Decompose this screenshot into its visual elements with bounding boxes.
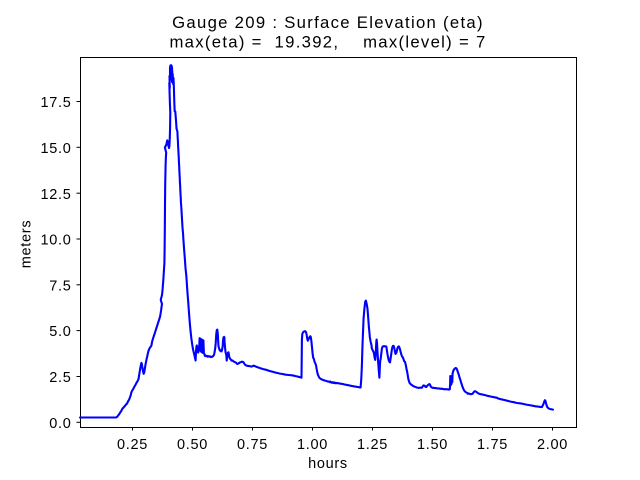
- svg-text:2.00: 2.00: [537, 437, 568, 453]
- svg-text:10.0: 10.0: [40, 233, 71, 249]
- svg-text:7.5: 7.5: [49, 278, 71, 294]
- svg-text:0.50: 0.50: [177, 437, 208, 453]
- svg-text:17.5: 17.5: [40, 95, 71, 111]
- svg-text:0.0: 0.0: [49, 416, 71, 432]
- svg-text:1.75: 1.75: [477, 437, 508, 453]
- svg-text:0.75: 0.75: [237, 437, 268, 453]
- svg-text:12.5: 12.5: [40, 187, 71, 203]
- svg-text:15.0: 15.0: [40, 141, 71, 157]
- svg-text:Gauge 209 : Surface Elevation: Gauge 209 : Surface Elevation (eta): [172, 13, 484, 32]
- svg-text:max(eta) = 19.392, max(lev: max(eta) = 19.392, max(level) = 7: [169, 33, 486, 52]
- svg-text:1.50: 1.50: [417, 437, 448, 453]
- svg-text:1.00: 1.00: [297, 437, 328, 453]
- svg-text:meters: meters: [19, 220, 35, 269]
- svg-text:5.0: 5.0: [49, 324, 71, 340]
- svg-text:hours: hours: [308, 456, 348, 472]
- svg-text:2.5: 2.5: [49, 370, 71, 386]
- svg-text:0.25: 0.25: [117, 437, 148, 453]
- svg-text:1.25: 1.25: [357, 437, 388, 453]
